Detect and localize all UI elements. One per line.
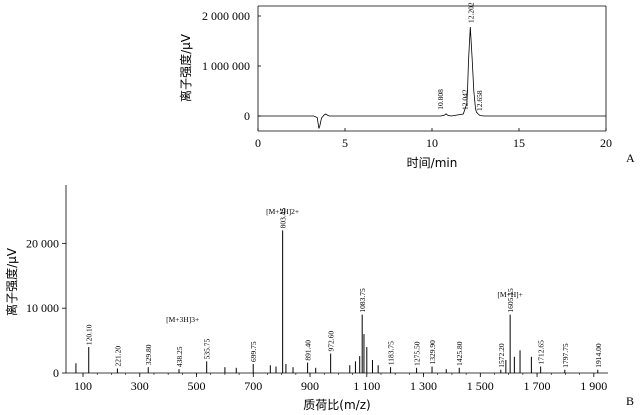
panel-a-x-ticks: 0 5 10 15 20 xyxy=(255,128,612,150)
panel-a-y-ticks: 0 1 000 000 2 000 000 xyxy=(202,9,261,123)
panel-b-x-tick-label: 100 xyxy=(74,379,92,393)
panel-b-x-axis-label: 质荷比(m/z) xyxy=(303,398,370,412)
panel-b-peak-label: 803.45 xyxy=(279,208,288,229)
panel-b-peak-labels: 120.10 221.20 329.80 438.25 535.75 699.75 803.… xyxy=(85,208,603,368)
panel-b-ion-labels: [M+2H]2+ [M+3H]3+ [M+H]+ xyxy=(166,207,523,324)
panel-b-peak-label: 972.60 xyxy=(327,331,336,352)
panel-b-y-tick-label: 0 xyxy=(53,366,59,380)
panel-b-peak-label: 1329.90 xyxy=(428,340,437,365)
panel-b-x-tick-label: 900 xyxy=(301,379,319,393)
panel-a-y-axis-label: 离子强度/μV xyxy=(178,33,193,102)
panel-b-x-tick-label: 700 xyxy=(244,379,262,393)
panel-b: 100 300 500 700 900 1 100 1 300 1 500 1 700 1 900… xyxy=(4,185,634,412)
panel-a-peak-label: 12.658 xyxy=(475,90,484,111)
panel-a-y-tick-label: 1 000 000 xyxy=(202,59,250,73)
panel-b-y-axis-label: 离子强度/μV xyxy=(4,247,19,316)
panel-b-y-ticks: 0 10 000 20 000 xyxy=(26,236,66,380)
panel-b-peak-label: 891.40 xyxy=(304,340,313,361)
panel-a-x-axis-label: 时间/min xyxy=(407,156,458,170)
panel-a-peak-labels: 10.808 12.042 12.202 12.658 xyxy=(436,2,484,111)
panel-b-peak-label: 1275.50 xyxy=(413,341,422,366)
panel-a-chromatogram-trace xyxy=(258,26,606,129)
panel-a-peak-label: 12.042 xyxy=(461,89,470,110)
panel-a-x-tick-label: 15 xyxy=(513,136,525,150)
panel-b-peak-label: 1712.65 xyxy=(537,340,546,365)
panel-a-peak-label: 10.808 xyxy=(436,89,445,110)
panel-b-x-ticks: 100 300 500 700 900 1 100 1 300 1 500 1 700 1 900 xyxy=(74,373,607,393)
panel-a-x-tick-label: 5 xyxy=(342,136,348,150)
panel-b-x-tick-label: 1 300 xyxy=(410,379,437,393)
panel-b-peak-label: 1797.75 xyxy=(561,343,570,368)
panel-a-peak-label: 12.202 xyxy=(466,2,475,23)
panel-a-label: A xyxy=(626,151,635,165)
panel-b-peak-label: 1914.00 xyxy=(594,343,603,368)
panel-a-x-tick-label: 20 xyxy=(600,136,612,150)
panel-b-ion-label: [M+2H]2+ xyxy=(266,207,299,216)
panel-b-peak-label: 438.25 xyxy=(175,346,184,367)
panel-b-y-tick-label: 20 000 xyxy=(26,236,59,250)
panel-b-peak-label: 120.10 xyxy=(85,324,94,345)
panel-b-y-tick-label: 10 000 xyxy=(26,301,59,315)
panel-b-peak-label: 1572.20 xyxy=(497,343,506,368)
panel-b-spectrum-peaks xyxy=(75,230,599,373)
panel-b-x-tick-label: 500 xyxy=(188,379,206,393)
panel-a-y-tick-label: 0 xyxy=(244,109,250,123)
panel-b-ion-label: [M+3H]3+ xyxy=(166,315,199,324)
panel-b-peak-label: 699.75 xyxy=(249,341,258,362)
panel-a-y-tick-label: 2 000 000 xyxy=(202,9,250,23)
panel-b-x-tick-label: 1 900 xyxy=(580,379,607,393)
panel-b-peak-label: 1605.15 xyxy=(506,288,515,313)
panel-b-ion-label: [M+H]+ xyxy=(497,290,523,299)
panel-b-x-tick-label: 300 xyxy=(131,379,149,393)
panel-b-peak-label: 1083.75 xyxy=(358,288,367,313)
panel-b-x-tick-label: 1 100 xyxy=(353,379,380,393)
panel-b-x-tick-label: 1 700 xyxy=(524,379,551,393)
panel-a-x-tick-label: 10 xyxy=(426,136,438,150)
panel-b-label: B xyxy=(626,394,634,408)
panel-b-peak-label: 329.80 xyxy=(144,344,153,365)
panel-b-peak-label: 221.20 xyxy=(113,346,122,367)
panel-b-peak-label: 535.75 xyxy=(203,338,212,359)
panel-b-x-tick-label: 1 500 xyxy=(467,379,494,393)
panel-b-peak-label: 1425.80 xyxy=(455,341,464,366)
panel-b-peak-label: 1183.75 xyxy=(387,341,396,365)
panel-a-x-tick-label: 0 xyxy=(255,136,261,150)
panel-a: 0 5 10 15 20 0 1 000 000 2 000 000 10.808 12.04… xyxy=(178,2,635,170)
